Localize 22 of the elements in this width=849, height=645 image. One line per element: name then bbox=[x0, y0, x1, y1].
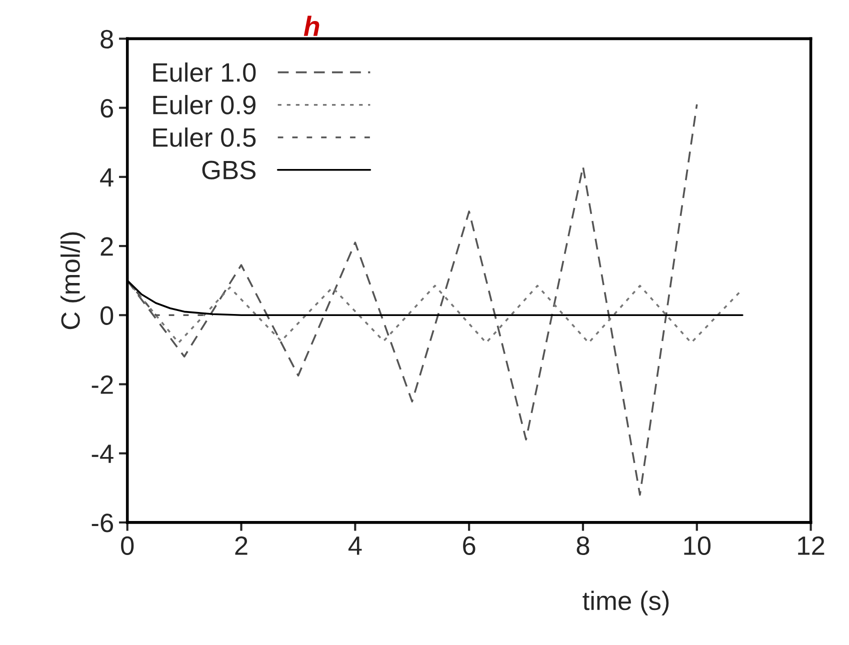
x-tick-label: 2 bbox=[235, 536, 248, 555]
legend-label: Euler 1.0 bbox=[153, 62, 256, 82]
y-tick-label: -6 bbox=[92, 514, 113, 532]
y-tick-label: 0 bbox=[100, 306, 114, 325]
y-tick-label: 2 bbox=[100, 237, 113, 256]
y-tick-label: 6 bbox=[100, 98, 113, 118]
chart-title: h bbox=[304, 16, 320, 36]
y-axis-title: C (mol/l) bbox=[60, 232, 86, 330]
y-tick-label: 4 bbox=[100, 168, 114, 186]
x-tick-label: 12 bbox=[798, 536, 824, 555]
x-tick-label: 6 bbox=[463, 536, 476, 556]
legend-label: Euler 0.5 bbox=[153, 127, 256, 147]
x-tick-label: 0 bbox=[121, 536, 134, 556]
x-axis-title: time (s) bbox=[582, 590, 669, 616]
legend-label: Euler 0.9 bbox=[153, 94, 256, 114]
x-tick-label: 8 bbox=[576, 536, 590, 556]
legend-label: GBS bbox=[202, 160, 256, 180]
x-tick-label: 4 bbox=[348, 536, 362, 555]
x-tick-label: 10 bbox=[684, 536, 711, 556]
y-tick-label: -2 bbox=[92, 375, 113, 394]
y-tick-label: 8 bbox=[100, 30, 114, 49]
y-tick-label: -4 bbox=[92, 444, 114, 463]
